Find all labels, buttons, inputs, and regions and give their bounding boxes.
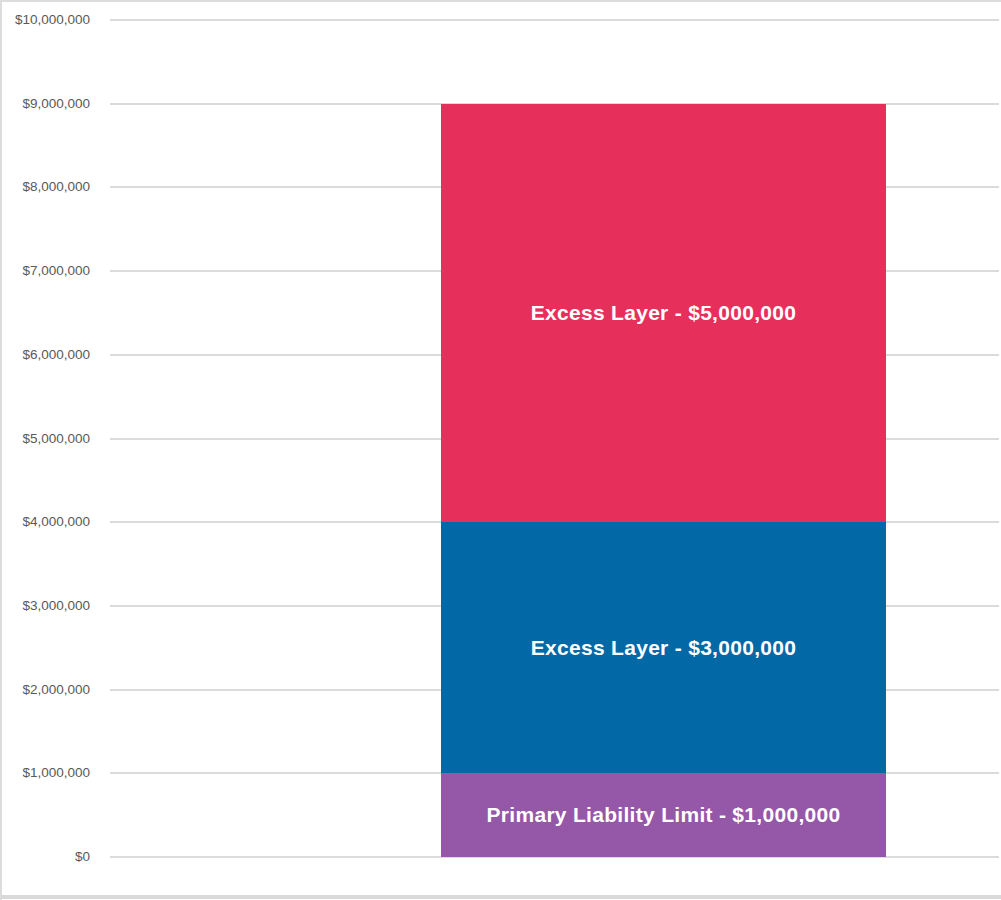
bar-segment-label: Primary Liability Limit - $1,000,000 (487, 803, 841, 827)
y-axis-tick-label: $2,000,000 (0, 683, 90, 697)
y-gridline (110, 354, 999, 356)
chart-bottom-border (0, 895, 1001, 899)
bar-segment-excess-layer-1: Excess Layer - $3,000,000 (441, 522, 886, 773)
y-gridline (110, 186, 999, 188)
stacked-bar-column: Primary Liability Limit - $1,000,000 Exce… (441, 0, 886, 900)
chart-left-border (0, 0, 2, 900)
y-axis-tick-label: $5,000,000 (0, 432, 90, 446)
y-axis-tick-label: $1,000,000 (0, 766, 90, 780)
y-gridline (110, 856, 999, 858)
bar-segment-label: Excess Layer - $5,000,000 (531, 301, 797, 325)
bar-segment-label: Excess Layer - $3,000,000 (531, 636, 797, 660)
y-gridline (110, 521, 999, 523)
y-axis-tick-label: $10,000,000 (0, 13, 90, 27)
y-gridline (110, 438, 999, 440)
y-axis-tick-label: $3,000,000 (0, 599, 90, 613)
y-axis-tick-label: $6,000,000 (0, 348, 90, 362)
chart-top-border (0, 0, 1001, 2)
y-gridline (110, 605, 999, 607)
y-axis-tick-label: $0 (0, 850, 90, 864)
stacked-bar-chart: $0 $1,000,000 $2,000,000 $3,000,000 $4,000,0… (0, 0, 1001, 900)
bar-segment-excess-layer-2: Excess Layer - $5,000,000 (441, 104, 886, 523)
y-gridline (110, 689, 999, 691)
y-axis-tick-label: $9,000,000 (0, 97, 90, 111)
y-gridline (110, 19, 999, 21)
y-gridline (110, 270, 999, 272)
y-axis-tick-label: $8,000,000 (0, 180, 90, 194)
bar-segment-primary-liability: Primary Liability Limit - $1,000,000 (441, 773, 886, 857)
y-gridline (110, 103, 999, 105)
y-gridline (110, 772, 999, 774)
y-axis-tick-label: $4,000,000 (0, 515, 90, 529)
y-axis-tick-label: $7,000,000 (0, 264, 90, 278)
